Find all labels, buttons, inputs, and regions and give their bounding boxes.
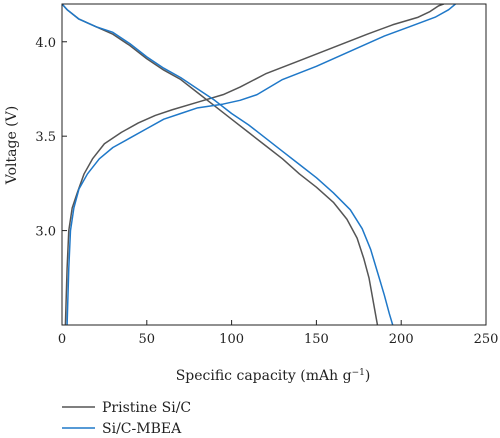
series-line-pristine-si-c-discharge <box>62 4 379 325</box>
y-tick-label-3: 3.0 <box>35 225 56 240</box>
legend: Pristine Si/C Si/C-MBEA <box>62 400 191 437</box>
axes-layer <box>61 3 487 326</box>
series-line-si-c-mbea-discharge <box>62 4 394 325</box>
x-axis-label: Specific capacity (mAh g−1) <box>176 368 371 384</box>
x-tick-label-250: 250 <box>474 332 499 347</box>
ticks-layer: 0 50 100 150 200 250 3.0 3.5 4.0 <box>35 36 498 347</box>
series-line-si-c-mbea-charge <box>66 4 457 325</box>
x-tick-label-150: 150 <box>304 332 329 347</box>
x-tick-label-0: 0 <box>58 332 66 347</box>
x-axis-label-close: ) <box>365 368 370 384</box>
x-tick-label-200: 200 <box>389 332 414 347</box>
legend-label-pristine-si-c: Pristine Si/C <box>102 400 191 416</box>
axes-frame <box>61 3 487 326</box>
series-line-pristine-si-c-charge <box>64 4 445 325</box>
x-tick-label-100: 100 <box>219 332 244 347</box>
x-tick-label-50: 50 <box>139 332 156 347</box>
series-layer <box>62 4 457 325</box>
legend-label-si-c-mbea: Si/C-MBEA <box>102 421 182 437</box>
y-axis-label: Voltage (V) <box>4 106 20 185</box>
y-tick-label-4: 4.0 <box>35 36 56 51</box>
y-tick-label-3.5: 3.5 <box>35 130 56 145</box>
x-axis-label-superscript: −1 <box>352 368 365 378</box>
x-axis-label-main: Specific capacity (mAh g <box>176 368 352 384</box>
